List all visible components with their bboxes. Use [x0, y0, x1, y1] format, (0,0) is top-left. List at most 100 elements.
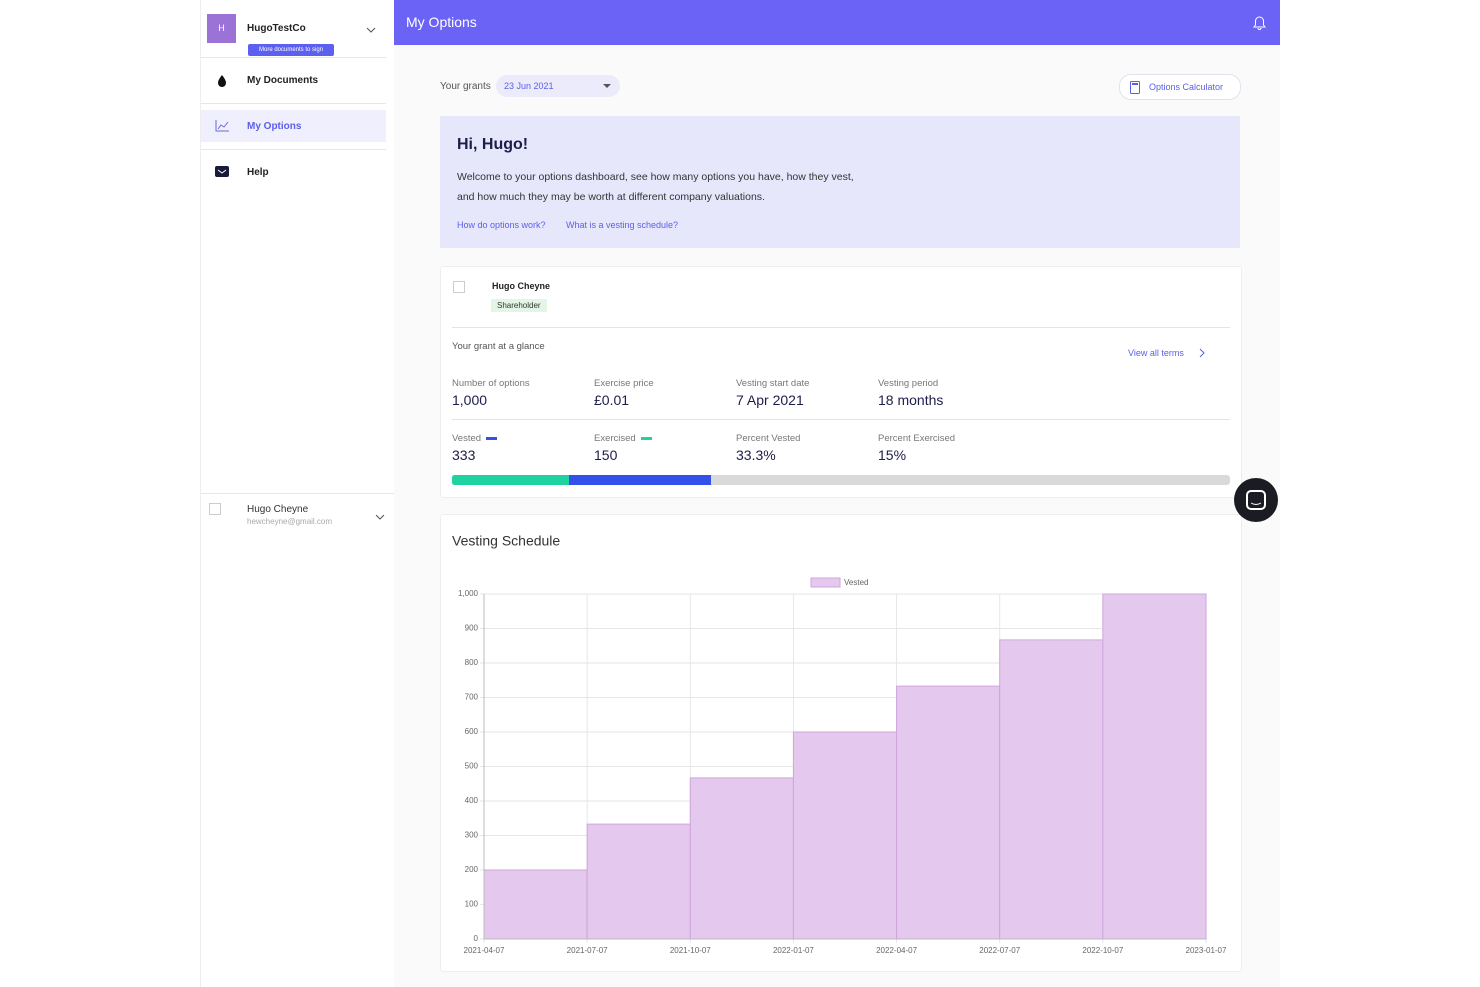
y-tick-label: 600 [465, 727, 479, 736]
legend-dash [640, 437, 652, 440]
holder-name: Hugo Cheyne [492, 281, 551, 291]
calculator-button[interactable]: Options Calculator [1119, 74, 1241, 100]
welcome-line: Welcome to your options dashboard, see h… [457, 171, 854, 183]
y-tick-label: 400 [465, 796, 479, 805]
x-tick-label: 2022-04-07 [876, 946, 917, 955]
stat-value: 7 Apr 2021 [736, 392, 804, 408]
user-avatar [209, 503, 221, 515]
link[interactable]: How do options work? [457, 220, 546, 230]
header: My Options [394, 0, 1280, 45]
chart-icon [215, 120, 229, 132]
divider [201, 149, 386, 150]
calculator-label: Options Calculator [1149, 82, 1224, 92]
step-area [483, 869, 588, 940]
divider [201, 103, 386, 104]
sidebar: H HugoTestCo More documents to sign My D… [200, 0, 395, 987]
stat-label: Number of options [452, 378, 530, 389]
stat-value: 33.3% [736, 447, 776, 463]
role-tag: Shareholder [491, 299, 547, 312]
user-name: Hugo Cheyne [247, 504, 309, 515]
x-tick-label: 2021-07-07 [567, 946, 608, 955]
stat-label: Percent Exercised [878, 433, 956, 444]
stat-value: £0.01 [594, 392, 630, 408]
stat-label: Exercised [594, 433, 636, 444]
help-icon [215, 166, 229, 177]
x-tick-label: 2022-01-07 [773, 946, 814, 955]
step-area [1102, 593, 1207, 940]
chevron[interactable] [1199, 348, 1205, 358]
stat-label: Vesting period [878, 378, 939, 389]
chat-button[interactable] [1234, 478, 1278, 522]
progress-segment [452, 475, 569, 485]
step-area [896, 685, 1001, 940]
divider [201, 493, 394, 494]
y-tick-label: 100 [465, 900, 479, 909]
legend-swatch [810, 577, 841, 588]
chart-card: Vesting Schedule 0 100 200 300 400 500 600 700 8… [440, 514, 1242, 972]
badge[interactable]: More documents to sign [248, 44, 334, 56]
x-tick-label: 2022-10-07 [1082, 946, 1123, 955]
y-tick-label: 900 [465, 624, 479, 633]
y-tick-label: 800 [465, 658, 479, 667]
step-area [586, 823, 691, 940]
y-tick-label: 200 [465, 865, 479, 874]
user-email: hewcheyne@gmail.com [247, 517, 333, 526]
grant-card: Hugo Cheyne Shareholder Your grant at a … [440, 266, 1242, 498]
grant-heading: Your grant at a glance [452, 341, 545, 352]
welcome-title: Hi, Hugo! [457, 136, 529, 153]
legend-label: Vested [844, 578, 868, 587]
stat-value: 1,000 [452, 392, 488, 408]
divider [452, 419, 1230, 420]
stat-label: Percent Vested [736, 433, 801, 444]
x-tick-label: 2023-01-07 [1186, 946, 1227, 955]
link[interactable]: What is a vesting schedule? [566, 220, 679, 230]
x-tick-label: 2022-07-07 [979, 946, 1020, 955]
step-area [999, 639, 1104, 940]
y-tick-label: 0 [474, 934, 479, 943]
chart-title: Vesting Schedule [452, 533, 560, 549]
welcome-line: and how much they may be worth at differ… [457, 191, 765, 203]
divider [452, 327, 1230, 328]
holder-avatar [453, 281, 465, 293]
step-area [792, 731, 898, 940]
calculator-icon [1130, 81, 1140, 94]
header-title: My Options [406, 14, 477, 30]
nav-item[interactable]: Help [247, 167, 269, 178]
company[interactable]: HugoTestCo [247, 23, 306, 34]
grants-label: Your grants [440, 81, 491, 92]
chat-icon [1246, 490, 1266, 510]
stat-value: 150 [594, 447, 618, 463]
stat-label: Exercise price [594, 378, 654, 389]
stat-label: Vesting start date [736, 378, 810, 389]
progress-bar [452, 475, 1230, 485]
grants-select[interactable]: 23 Jun 2021 [496, 75, 620, 97]
y-tick-label: 300 [465, 831, 479, 840]
caret [603, 84, 611, 88]
y-tick-label: 700 [465, 693, 479, 702]
x-tick-label: 2021-10-07 [670, 946, 711, 955]
x-tick-label: 2021-04-07 [464, 946, 505, 955]
y-tick-label: 1,000 [458, 589, 479, 598]
stat-value: 18 months [878, 392, 944, 408]
welcome: Hi, Hugo! Welcome to your options dashbo… [440, 116, 1240, 248]
stat-label: Vested [452, 433, 482, 444]
step-area [689, 777, 794, 940]
avatar: H [207, 14, 236, 43]
nav-item[interactable]: My Documents [247, 75, 319, 86]
grants-value: 23 Jun 2021 [504, 81, 554, 91]
pen-icon [218, 75, 226, 87]
stat-value: 333 [452, 447, 476, 463]
stat-value: 15% [878, 447, 907, 463]
progress-segment [452, 475, 712, 485]
chart: Vesting Schedule 0 100 200 300 400 500 600 700 8… [452, 533, 1227, 955]
nav-active [201, 110, 386, 142]
legend-dash [486, 437, 498, 440]
view-all[interactable]: View all terms [1128, 348, 1184, 358]
bell[interactable] [1253, 16, 1266, 30]
chevron[interactable] [375, 513, 385, 521]
y-tick-label: 500 [465, 762, 479, 771]
nav-item[interactable]: My Options [247, 121, 302, 132]
divider [201, 57, 386, 58]
chevron[interactable] [366, 26, 376, 34]
